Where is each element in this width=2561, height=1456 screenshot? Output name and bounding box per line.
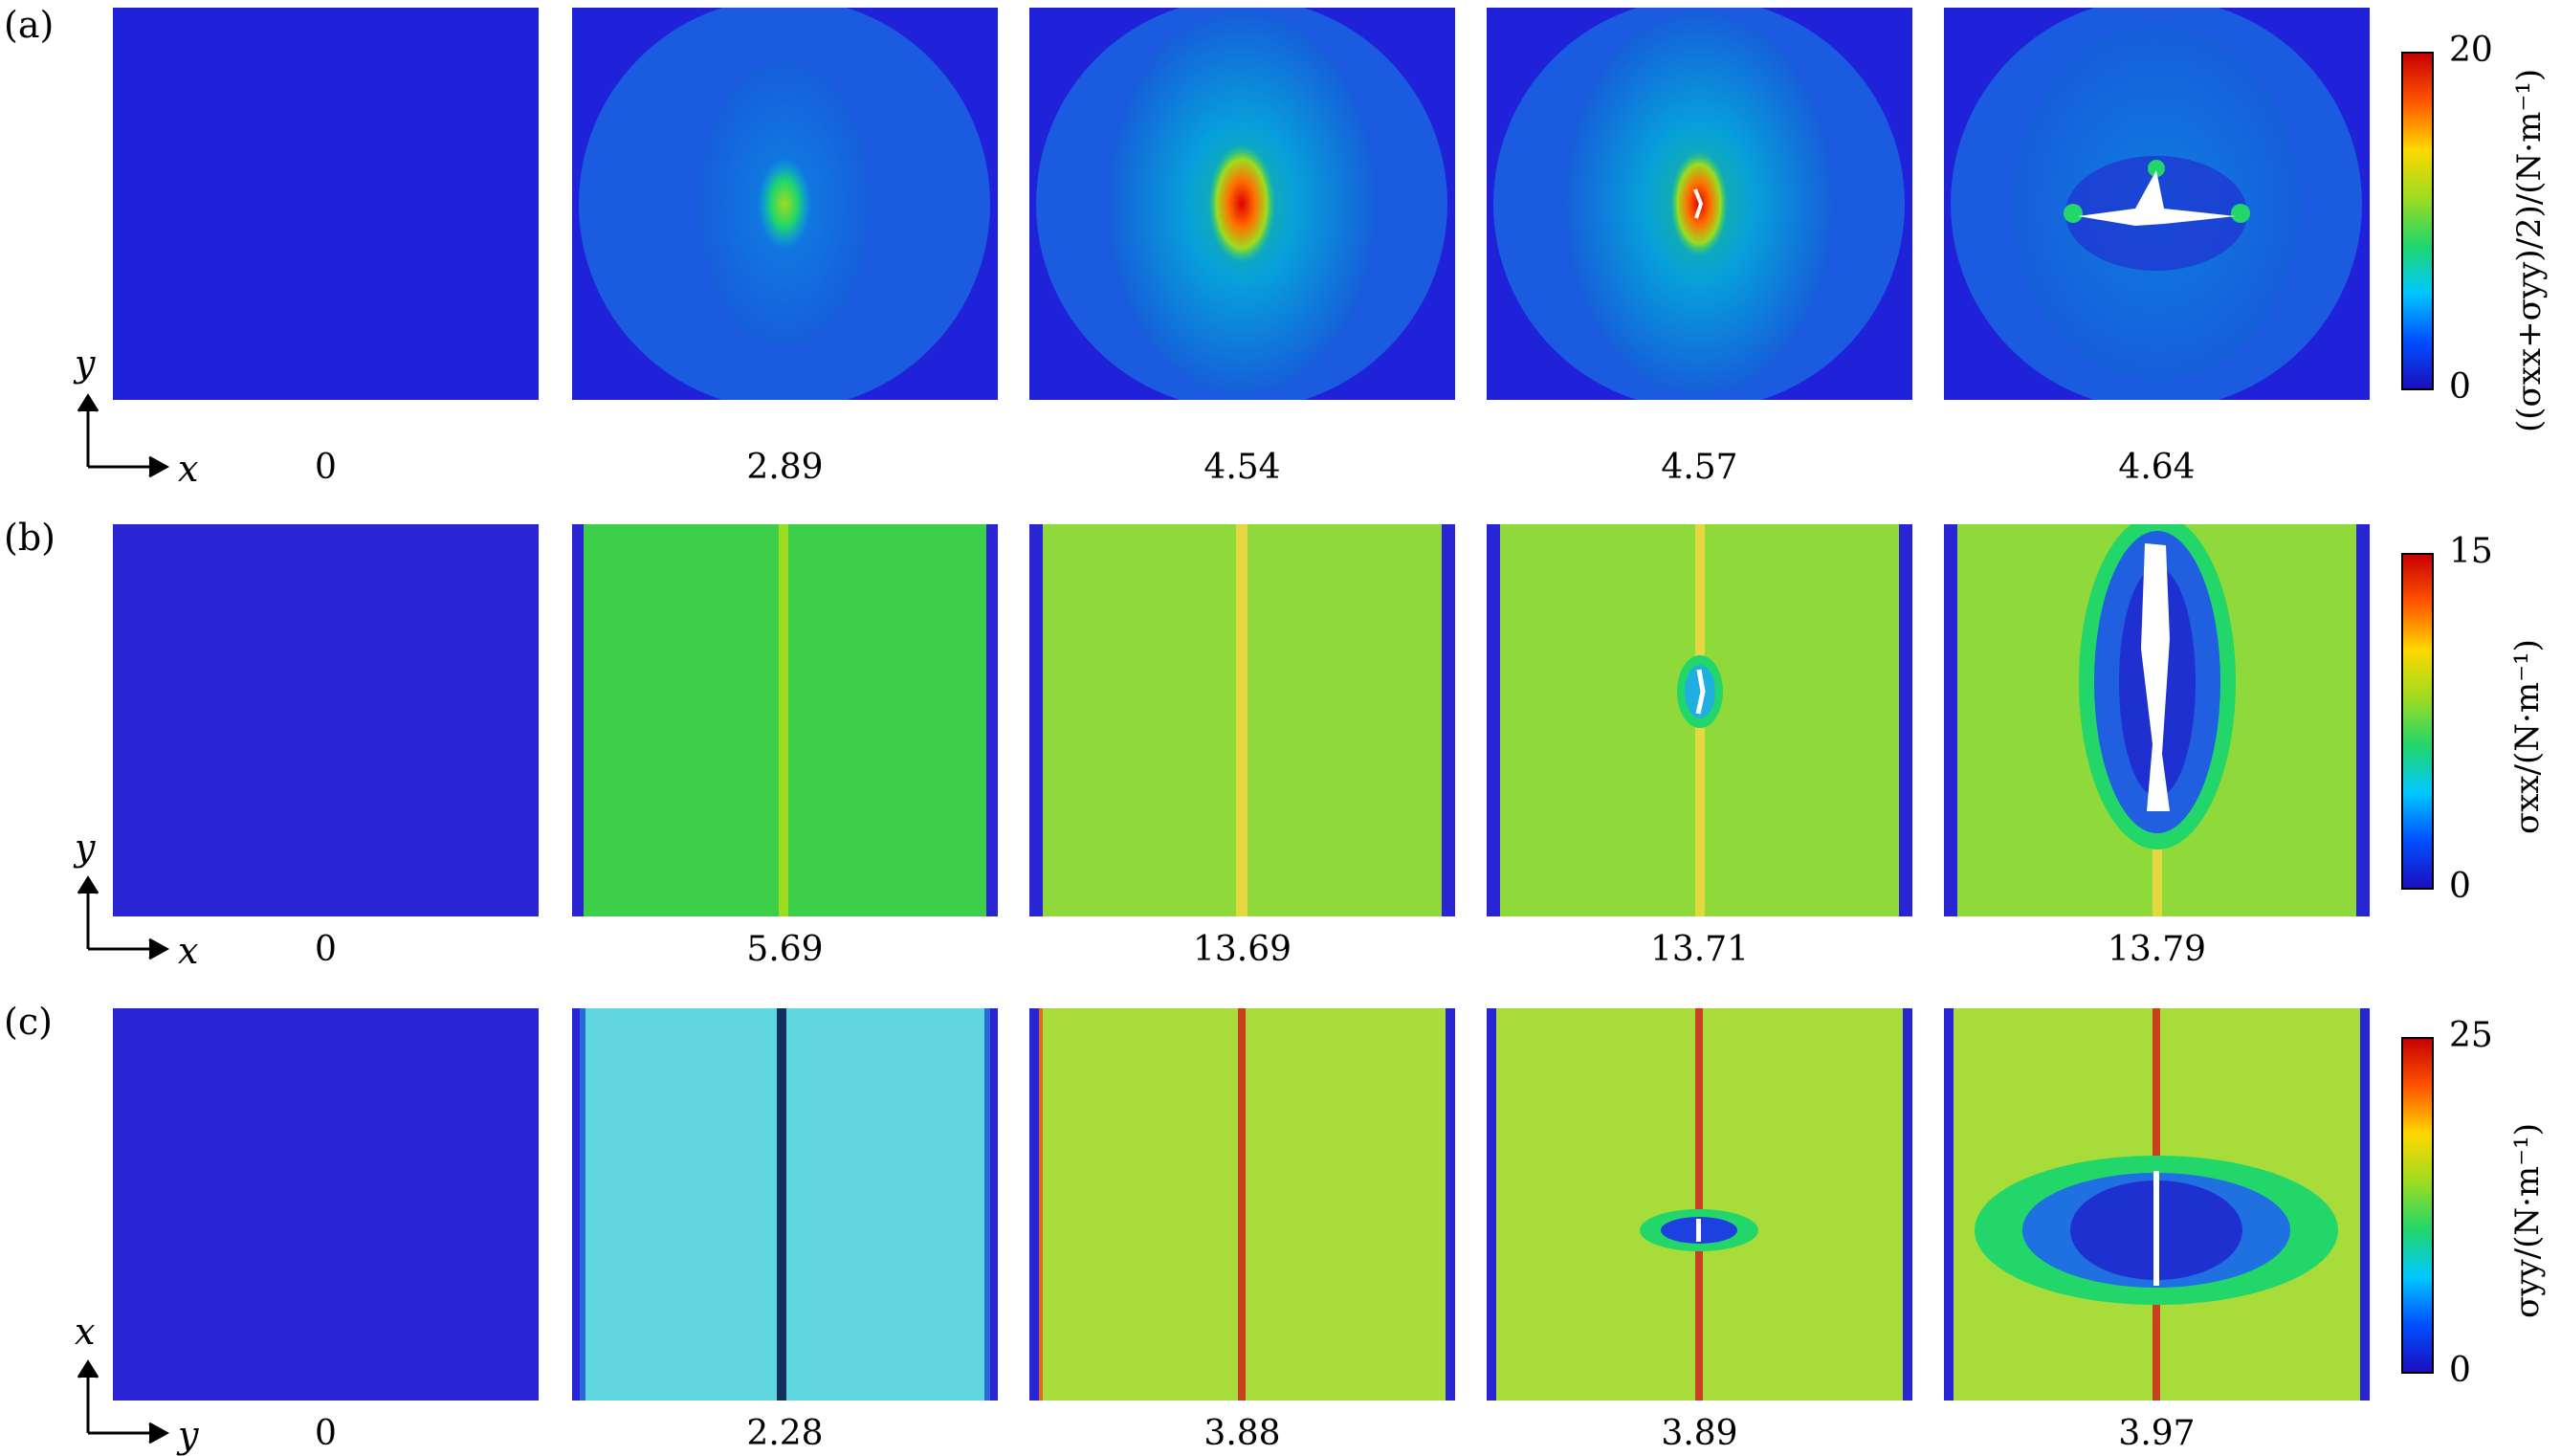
panel-letter: (c) [4,1001,53,1043]
caption-c-3: 3.89 [1661,1414,1738,1453]
colorbar-a [2401,52,2434,390]
colorbar-min: 0 [2449,867,2471,906]
caption-c-0: 0 [315,1414,337,1453]
axis-horizontal-label: x [178,448,199,490]
caption-a-3: 4.57 [1661,448,1738,487]
caption-b-0: 0 [315,930,337,969]
caption-b-3: 13.71 [1649,930,1750,969]
panel-c-2 [1029,1008,1455,1401]
panel-a-3 [1487,8,1912,400]
caption-a-0: 0 [315,448,337,487]
axes-indicator [77,1358,172,1445]
colorbar-b [2401,553,2434,890]
caption-c-1: 2.28 [746,1414,824,1453]
colorbar-max: 20 [2449,31,2493,70]
panel-letter: (a) [4,4,55,46]
caption-a-1: 2.89 [746,448,824,487]
colorbar-title: σyy/(N·m⁻¹) [2508,1123,2547,1318]
row-a: (a) [0,0,2561,490]
panel-b-4 [1944,524,2370,916]
axis-vertical-label: x [75,1311,96,1353]
panel-letter: (b) [4,517,55,559]
colorbar-title: ((σxx+σyy)/2)/(N·m⁻¹) [2510,68,2549,432]
colorbar-title: σxx/(N·m⁻¹) [2508,639,2547,834]
colorbar-max: 15 [2449,532,2493,571]
axis-vertical-label: y [75,827,96,869]
panel-b-0 [113,524,539,916]
panel-a-2 [1029,8,1455,400]
panel-c-0 [113,1008,539,1401]
panel-b-3 [1487,524,1912,916]
caption-c-4: 3.97 [2118,1414,2196,1453]
panel-a-0 [113,8,539,400]
axis-horizontal-label: y [178,1414,199,1456]
caption-a-4: 4.64 [2118,448,2196,487]
caption-b-2: 13.69 [1192,930,1292,969]
row-b: (b) [0,478,2561,972]
axis-horizontal-label: x [178,930,199,972]
panel-c-3 [1487,1008,1912,1401]
panel-b-1 [572,524,998,916]
caption-c-2: 3.88 [1203,1414,1281,1453]
panel-c-4 [1944,1008,2370,1401]
panel-a-4 [1944,8,2370,400]
panel-a-1 [572,8,998,400]
colorbar-min: 0 [2449,1351,2471,1390]
axes-indicator [77,874,172,960]
caption-b-4: 13.79 [2107,930,2207,969]
panel-b-2 [1029,524,1455,916]
axis-vertical-label: y [75,342,96,385]
colorbar-min: 0 [2449,367,2471,407]
colorbar-c [2401,1037,2434,1374]
caption-b-1: 5.69 [746,930,824,969]
colorbar-max: 25 [2449,1016,2493,1055]
axes-indicator [77,392,172,478]
panel-c-1 [572,1008,998,1401]
caption-a-2: 4.54 [1203,448,1281,487]
row-c: (c) [0,962,2561,1456]
